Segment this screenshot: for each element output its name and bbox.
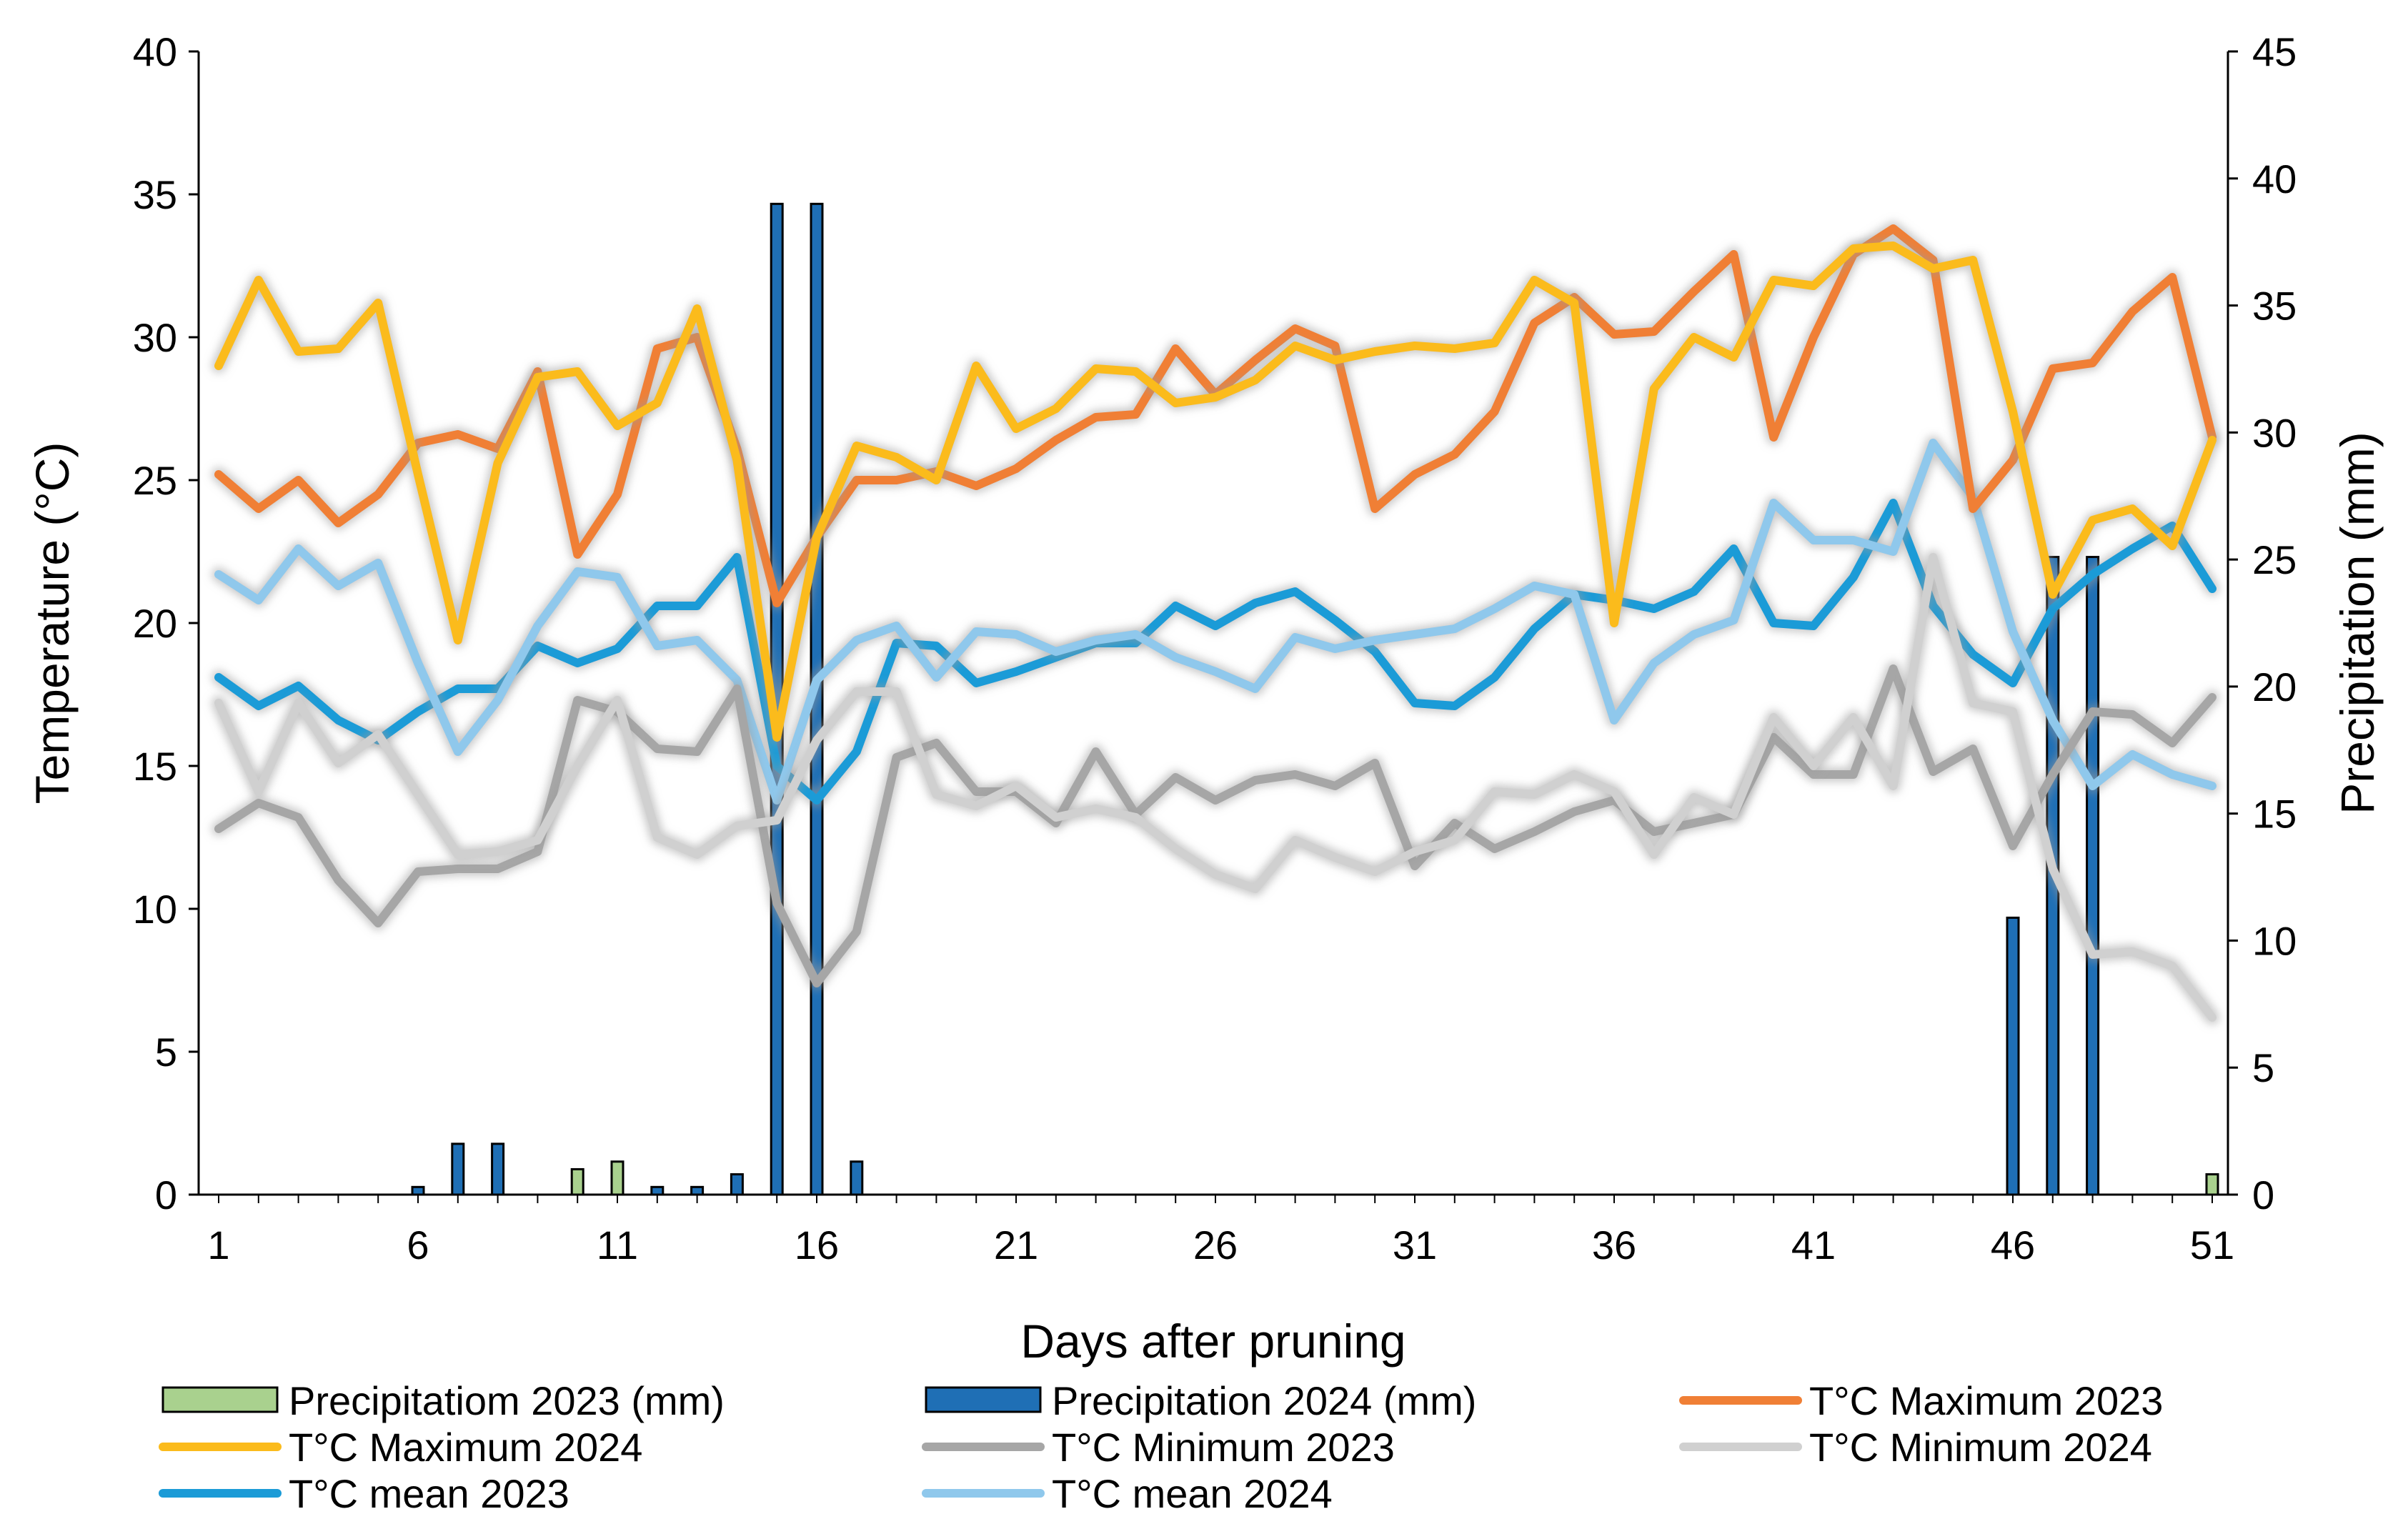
y-right-tick-label-15: 15 — [2252, 792, 2297, 837]
y-left-tick-label-5: 5 — [155, 1030, 177, 1075]
bar-precip-2024-day-12 — [650, 1185, 665, 1196]
y-right-tick-label-25: 25 — [2252, 537, 2297, 582]
y-right-tick-label-20: 20 — [2252, 664, 2297, 709]
x-tick-label-31: 31 — [1393, 1222, 1437, 1267]
line-t-c-mean-2024 — [214, 439, 2217, 805]
y-right-tick-label-0: 0 — [2252, 1172, 2274, 1217]
bar-precip-2024-day-14 — [730, 1173, 744, 1196]
y-axis-left-title: Temperature (°C) — [26, 442, 79, 805]
y-left-tick-label-30: 30 — [133, 315, 177, 360]
legend-label-t-c-mean-2023: T°C mean 2023 — [289, 1471, 569, 1516]
temperature-lines — [212, 221, 2219, 1025]
bar-precip-2024-day-17 — [850, 1160, 864, 1196]
legend-label-t-c-maximum-2024: T°C Maximum 2024 — [289, 1425, 642, 1470]
x-tick-label-41: 41 — [1791, 1222, 1836, 1267]
x-tick-label-51: 51 — [2190, 1222, 2234, 1267]
x-tick-label-16: 16 — [795, 1222, 839, 1267]
x-tick-label-26: 26 — [1193, 1222, 1238, 1267]
y-left-tick-label-20: 20 — [133, 601, 177, 646]
bar-precip-2024-day-7 — [451, 1142, 465, 1196]
y-right-tick-label-45: 45 — [2252, 29, 2297, 74]
bar-precip-2023-day-11 — [610, 1160, 625, 1196]
bar-precip-2024-day-8 — [491, 1142, 505, 1196]
line-t-c-maximum-2024 — [214, 241, 2217, 742]
bar-precip-2024-day-13 — [690, 1185, 705, 1196]
x-tick-label-21: 21 — [994, 1222, 1038, 1267]
bar-precip-2024-day-48 — [2086, 556, 2100, 1196]
y-left-tick-label-25: 25 — [133, 458, 177, 503]
legend-label-t-c-mean-2024: T°C mean 2024 — [1052, 1471, 1333, 1516]
y-left-tick-label-0: 0 — [155, 1172, 177, 1217]
y-left-tick-label-15: 15 — [133, 744, 177, 789]
legend-label-t-c-maximum-2023: T°C Maximum 2023 — [1809, 1378, 2163, 1423]
y-left-tick-label-40: 40 — [133, 29, 177, 74]
line-t-c-mean-2023 — [214, 499, 2217, 805]
bar-precip-2024-day-6 — [411, 1185, 425, 1196]
legend-label-t-c-minimum-2023: T°C Minimum 2023 — [1052, 1425, 1395, 1470]
x-axis-title: Days after pruning — [1020, 1315, 1406, 1368]
y-right-tick-label-40: 40 — [2252, 156, 2297, 201]
bar-precip-2023-day-51 — [2205, 1173, 2219, 1196]
legend-label-precipitatiom-2023-mm: Precipitatiom 2023 (mm) — [289, 1378, 725, 1423]
x-tick-label-1: 1 — [207, 1222, 229, 1267]
y-right-tick-label-35: 35 — [2252, 284, 2297, 329]
x-tick-label-11: 11 — [597, 1222, 638, 1267]
bar-precip-2024-day-46 — [2006, 916, 2020, 1196]
legend-swatch-precipitatiom-2023-mm — [161, 1386, 279, 1413]
x-tick-label-46: 46 — [1991, 1222, 2035, 1267]
y-right-tick-label-10: 10 — [2252, 918, 2297, 963]
y-right-tick-label-30: 30 — [2252, 410, 2297, 455]
legend-swatch-precipitation-2024-mm — [925, 1386, 1042, 1413]
bar-precip-2023-day-10 — [570, 1167, 584, 1196]
line-t-c-minimum-2024 — [214, 553, 2217, 1022]
x-tick-label-36: 36 — [1592, 1222, 1636, 1267]
y-left-tick-label-10: 10 — [133, 887, 177, 932]
y-axis-right-title: Precipitation (mm) — [2331, 432, 2384, 814]
y-left-tick-label-35: 35 — [133, 172, 177, 217]
legend-label-precipitation-2024-mm: Precipitation 2024 (mm) — [1052, 1378, 1476, 1423]
line-t-c-minimum-2023 — [214, 664, 2217, 987]
legend-label-t-c-minimum-2024: T°C Minimum 2024 — [1809, 1425, 2152, 1470]
y-right-tick-label-5: 5 — [2252, 1045, 2274, 1090]
legend: Precipitatiom 2023 (mm) Precipitation 202… — [156, 1378, 2163, 1516]
x-tick-label-6: 6 — [407, 1222, 429, 1267]
